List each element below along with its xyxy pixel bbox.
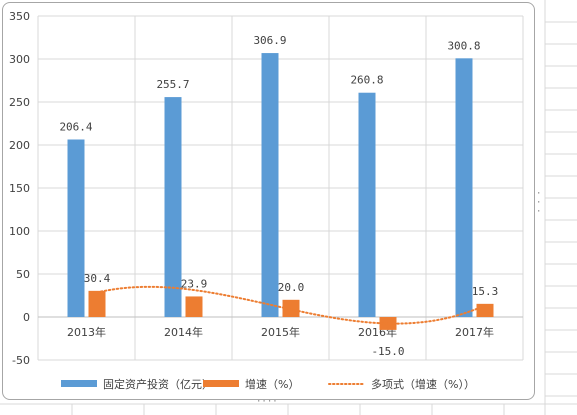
bar-growth [88,290,106,317]
y-tick-label: -50 [12,354,30,367]
data-label: 206.4 [59,120,92,133]
data-label: 255.7 [156,78,189,91]
y-tick-label: 300 [9,53,30,66]
y-tick-label: 250 [9,96,30,109]
bar-growth [379,317,397,330]
legend-label: 增速（%） [245,377,299,391]
bar-growth [185,296,203,317]
data-labels: 206.4 255.7 306.9 260.8 300.8 30.4 23.9 20.0 -15… [59,34,498,358]
legend-swatch [61,380,97,387]
x-tick-label: 2013年 [67,325,106,339]
legend-label: 固定资产投资（亿元） [103,377,213,391]
trendline-layer [96,285,486,325]
bar-investment [164,97,182,318]
data-label: 306.9 [253,34,286,47]
y-tick-label: 100 [9,225,30,238]
data-label: 300.8 [447,39,480,52]
legend-label: 多项式（增速（%）） [371,377,475,391]
legend-swatch [203,380,239,387]
bar-investment [67,139,85,317]
y-tick-label: 350 [9,10,30,23]
data-label: 15.3 [472,285,499,298]
trendline-path [96,285,486,325]
data-label: 20.0 [278,281,305,294]
y-tick-label: 50 [16,268,30,281]
chart-resize-handle-right[interactable]: · · · [536,189,542,217]
y-tick-label: 150 [9,182,30,195]
data-label: -15.0 [371,345,404,358]
y-tick-label: 200 [9,139,30,152]
data-label: 23.9 [181,277,208,290]
bars [67,53,494,330]
data-label: 30.4 [84,272,111,285]
chart-object[interactable]: -50 0 50 100 150 200 250 300 350 2013年 2014年 2015年 2… [2,2,535,400]
x-tick-label: 2017年 [455,325,494,339]
bar-investment [455,58,473,317]
y-tick-label: 0 [23,311,30,324]
bar-investment [358,92,376,317]
x-tick-label: 2014年 [164,325,203,339]
x-tick-label: 2015年 [261,325,300,339]
bar-investment [261,53,279,317]
chart-resize-handle-bottom[interactable]: ···· [256,397,278,407]
data-label: 260.8 [350,74,383,87]
gridlines [37,15,524,361]
legend: 固定资产投资（亿元） 增速（%） 多项式（增速（%）） [61,377,475,391]
